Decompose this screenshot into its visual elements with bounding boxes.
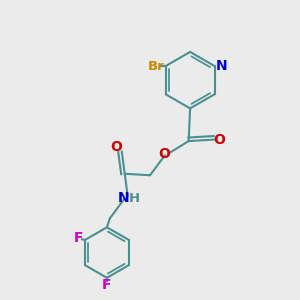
Text: N: N [117,190,129,205]
Text: H: H [129,192,140,205]
Text: F: F [74,231,83,245]
Text: N: N [215,59,227,73]
Text: O: O [213,133,225,147]
Text: F: F [102,278,112,292]
Text: O: O [110,140,122,154]
Text: O: O [158,147,170,161]
Text: Br: Br [148,59,164,73]
